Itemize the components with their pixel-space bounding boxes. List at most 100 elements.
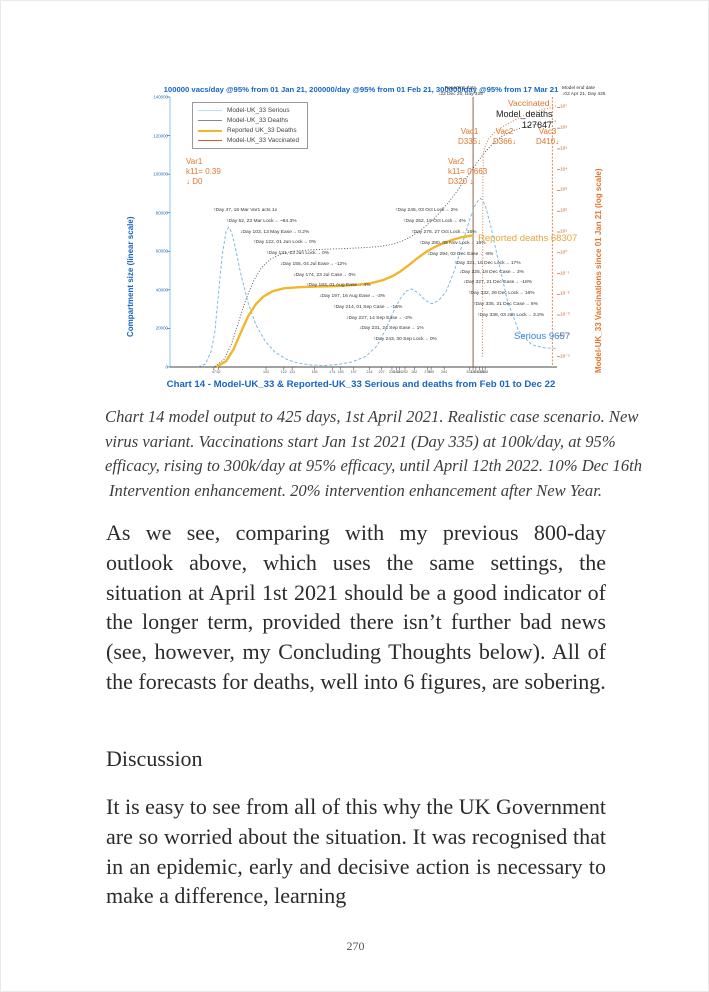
- chart-annotation: ↑Day 183, 01 Aug Ease→ 4%: [306, 283, 371, 288]
- y-left-tick: 80000: [155, 210, 168, 216]
- chart-title: 100000 vacs/day @95% from 01 Jan 21, 200…: [163, 85, 559, 94]
- chart-legend: Model-UK_33 Serious Model-UK_33 Deaths Rep…: [192, 102, 308, 149]
- vac-note-1: Vac1 D335↓: [458, 127, 481, 146]
- chart-annotation: ↑Day 47, 16 Mar Var1 acts 1x: [213, 208, 278, 213]
- legend-item: Model-UK_33 Deaths: [198, 117, 299, 124]
- chart-annotation: ↑Day 131, 13 Jun Lock→ 0%: [266, 251, 330, 256]
- y-left-tick: 20000: [155, 325, 168, 331]
- chart-annotation: ↓Day 231, 24 Sep Ease→ 1%: [359, 326, 424, 331]
- x-tick: 246: [396, 369, 403, 374]
- chart-annotation: ↑Day 276, 27 Oct Lock→ 16%: [411, 230, 477, 235]
- y-left-tick: 0: [165, 364, 168, 370]
- x-tick: 131: [289, 369, 296, 374]
- chart-annotation: ↓Day 227, 14 Sep Ease→ -2%: [346, 316, 413, 321]
- legend-swatch: [198, 120, 222, 121]
- chart-annotation: ↑Day 214, 01 Sep Case→ -16%: [333, 305, 403, 310]
- x-tick: 325: [470, 369, 477, 374]
- vaccinated-label: Vaccinated: [508, 98, 550, 108]
- x-tick: 197: [350, 369, 357, 374]
- x-tick: 227: [378, 369, 385, 374]
- series-reported-uk-33-deaths: [215, 234, 474, 368]
- y-right-tick: 10³: [560, 187, 567, 193]
- plot-svg: [167, 96, 560, 370]
- y-right-tick: 10²: [560, 208, 567, 214]
- y-left-tick: 40000: [155, 287, 168, 293]
- legend-item: Reported UK_33 Deaths: [198, 127, 299, 134]
- y-right-tick: 10⁴: [560, 167, 568, 173]
- caption-line: Intervention enhancement. 20% interventi…: [109, 480, 602, 500]
- left-axis-label: Compartment size (linear scale): [126, 216, 135, 337]
- vac-note-3: Vac3 D410↓: [536, 127, 559, 146]
- chart-footer: Chart 14 - Model-UK_33 & Reported-UK_33 …: [166, 379, 556, 390]
- series-model-uk-33-serious: [197, 197, 558, 368]
- chart-annotation: ↓Day 294, 02 Dec Ease→ -8%: [427, 252, 494, 257]
- x-tick: 335: [479, 369, 486, 374]
- x-tick: 214: [366, 369, 373, 374]
- section-heading: Discussion: [106, 746, 203, 771]
- x-tick: 47: [211, 369, 216, 374]
- chart-figure: 100000 vacs/day @95% from 01 Jan 21, 200…: [112, 85, 609, 401]
- right-axis-label: Model-UK_33 Vaccinations since 01 Jan 21…: [594, 168, 603, 373]
- chart-annotation: ↑Day 335, 31 Dec Case→ 6%: [473, 302, 538, 307]
- vac-note-line: Vac1: [460, 127, 479, 136]
- x-tick: 332: [476, 369, 483, 374]
- x-tick: 52: [216, 369, 221, 374]
- chart-annotation: ↓Day 327, 21 Dec Ease→ -18%: [463, 280, 533, 285]
- y-right-tick: 10⁻³: [560, 312, 570, 318]
- reporting-date-line1: Reporting date: [444, 86, 477, 91]
- vac-note-line: Vac2: [495, 127, 514, 136]
- x-tick: 252: [401, 369, 408, 374]
- x-tick: 238: [388, 369, 395, 374]
- chart-annotation: ↓Day 174, 23 Jul Case→ 0%: [293, 273, 356, 278]
- y-left-tick: 60000: [155, 248, 168, 254]
- chart-annotation: ↑Day 246, 03 Oct Lock→ 2%: [395, 208, 458, 213]
- legend-label: Model-UK_33 Vaccinated: [227, 137, 299, 144]
- y-left-tick: 100000: [153, 171, 168, 177]
- y-right-tick: 10⁻¹: [560, 271, 570, 277]
- model-end-note: Model end date ↓02 Apr 21, Day 425: [562, 86, 605, 98]
- chart-annotation: ↑Day 280, 05 Nov Lock→ 16%: [419, 241, 486, 246]
- legend-item: Model-UK_33 Serious: [198, 107, 299, 114]
- var2-line1: Var2: [448, 157, 465, 166]
- model-end-line2: ↓02 Apr 21, Day 425: [562, 91, 606, 97]
- y-left-tick: 120000: [153, 133, 168, 139]
- caption-line: efficacy, rising to 300k/day at 95% effi…: [105, 456, 643, 476]
- y-right-tick: 10⁻⁴: [560, 333, 570, 339]
- var1-line3: ↓ D0: [186, 177, 203, 186]
- x-tick: 321: [466, 369, 473, 374]
- y-right-tick: 10⁻⁵: [560, 354, 570, 360]
- legend-label: Reported UK_33 Deaths: [227, 127, 297, 134]
- x-tick: 294: [441, 369, 448, 374]
- x-tick: 103: [263, 369, 270, 374]
- chart-annotation: ↑Day 252, 19 Oct Lock→ 4%: [403, 219, 466, 224]
- var1-note: Var1 k11= 0.39 ↓ D0: [186, 157, 221, 187]
- reported-deaths-label: Reported deaths 68307: [478, 233, 578, 244]
- model-deaths-label: Model_deaths: [496, 109, 553, 119]
- x-tick: 280: [428, 369, 435, 374]
- caption-line: virus variant. Vaccinations start Jan 1s…: [105, 431, 616, 451]
- vac-note-2: Vac2 D366↓: [493, 127, 516, 146]
- x-tick: 183: [337, 369, 344, 374]
- model-deaths-value: 127647: [522, 120, 553, 130]
- chart-annotation: ↓Day 197, 16 Aug Ease→ -3%: [319, 294, 386, 299]
- x-tick: 262: [411, 369, 418, 374]
- caption-line: Chart 14 model output to 425 days, 1st A…: [105, 407, 639, 426]
- var1-line1: Var1: [186, 157, 203, 166]
- chart-annotation: ↓Day 325, 18 Dec Case→ 3%: [459, 270, 524, 275]
- y-right-tick: 10⁻²: [560, 291, 570, 297]
- chart-annotation: ↑Day 338, 03 Jan Lock→ 3.2%: [477, 313, 545, 318]
- x-tick: 174: [329, 369, 336, 374]
- var2-line2: k11= 0.663: [448, 167, 488, 176]
- y-right-tick: 10⁷: [560, 104, 568, 110]
- model-end-line1: Model end date: [562, 86, 596, 91]
- legend-swatch: [198, 140, 222, 141]
- x-tick: 155: [311, 369, 318, 374]
- chart-annotation: ↑Day 321, 16 Dec Lock→ 17%: [454, 261, 521, 266]
- reporting-date-note: Reporting date ↓22 Dec 20, Day 325: [438, 86, 483, 98]
- var2-line3: D320 ↓: [448, 177, 474, 186]
- body-paragraph-1: As we see, comparing with my previous 80…: [106, 520, 606, 694]
- legend-swatch: [198, 110, 222, 111]
- vac-note-line: D410↓: [536, 136, 560, 146]
- chart-annotation: ↑Day 332, 26 Dec Lock→ 16%: [468, 291, 535, 296]
- x-tick: 328: [472, 369, 479, 374]
